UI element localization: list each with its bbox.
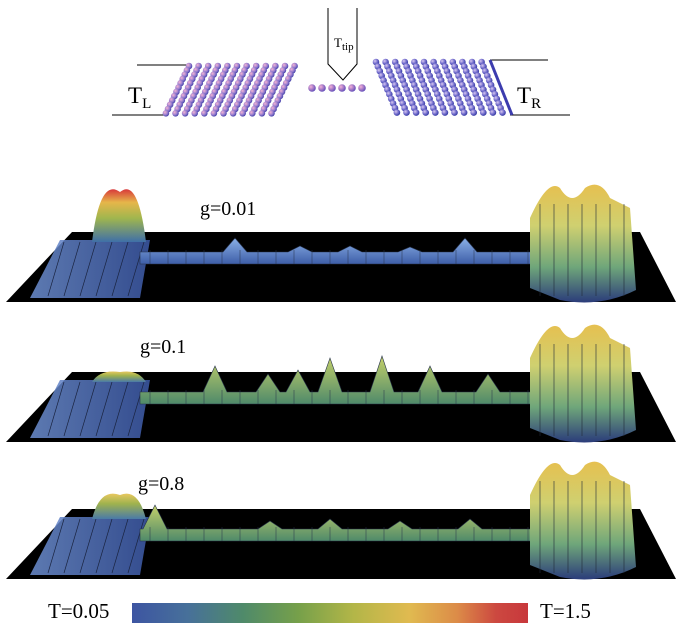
grid-line: [95, 241, 113, 297]
left-reservoir-block: [30, 380, 150, 438]
atom: [220, 110, 227, 117]
panel-label-g-001: g=0.01: [200, 198, 256, 220]
grid-line: [47, 518, 65, 574]
right-lattice: [372, 58, 506, 116]
left-reservoir-block: [30, 240, 150, 298]
atom: [191, 110, 198, 117]
grid-line: [95, 381, 113, 437]
atom: [229, 110, 237, 117]
grid-line: [63, 241, 81, 297]
surface-floor: [6, 232, 676, 302]
chain-atom: [348, 84, 356, 92]
atom: [499, 109, 506, 116]
atom: [403, 109, 410, 116]
grid-line: [47, 381, 65, 437]
grid-line: [127, 381, 145, 437]
left-peak: [92, 493, 146, 519]
atom: [201, 110, 208, 117]
atom: [162, 110, 170, 117]
right-bath-edge: [488, 59, 514, 116]
atom: [172, 110, 179, 117]
atom: [181, 110, 189, 117]
left-lattice: [162, 62, 298, 117]
atom: [210, 110, 218, 117]
chain-atom: [328, 84, 336, 92]
atom: [441, 109, 449, 116]
colorbar-min-label: T=0.05: [48, 599, 109, 623]
atom: [412, 109, 420, 116]
grid-line: [111, 381, 129, 437]
grid-line: [111, 241, 129, 297]
chain-atom: [338, 84, 346, 92]
chain-atom: [318, 84, 326, 92]
tip-label: Ttip: [334, 35, 354, 53]
right-reservoir-block: [530, 461, 636, 580]
panel-1: [6, 184, 676, 303]
grid-line: [79, 518, 97, 574]
grid-line: [79, 381, 97, 437]
central-chain: [308, 84, 366, 92]
atom: [268, 110, 275, 117]
right-reservoir-block: [530, 184, 636, 303]
panel-label-g-01: g=0.1: [140, 336, 186, 358]
grid-line: [95, 518, 113, 574]
atom: [460, 109, 468, 116]
panel-label-g-08: g=0.8: [138, 473, 184, 495]
panel-3: [6, 461, 676, 580]
left-reservoir-label: TL: [128, 83, 151, 112]
atom: [432, 109, 439, 116]
grid-line: [111, 518, 129, 574]
colorbar-max-label: T=1.5: [540, 599, 591, 623]
grid-line: [127, 241, 145, 297]
atom: [422, 109, 430, 116]
atom: [393, 109, 401, 116]
atom: [249, 110, 256, 117]
panel-2: [6, 324, 676, 443]
grid-line: [79, 241, 97, 297]
temperature-panels: [6, 184, 676, 580]
atom: [489, 109, 497, 116]
atom: [470, 109, 478, 116]
atom: [480, 109, 487, 116]
chain-atom: [308, 84, 316, 92]
atom: [258, 110, 266, 117]
right-reservoir-label: TR: [517, 83, 541, 112]
right-reservoir-block: [530, 324, 636, 443]
surface-floor: [6, 372, 676, 442]
surface-floor: [6, 509, 676, 579]
left-peak: [92, 189, 146, 242]
atom: [239, 110, 246, 117]
chain-atom: [358, 84, 366, 92]
grid-line: [63, 518, 81, 574]
colorbar: T=0.05 T=1.5: [48, 599, 591, 623]
left-peak: [92, 371, 146, 382]
grid-line: [127, 518, 145, 574]
left-reservoir-block: [30, 517, 150, 575]
colorbar-gradient: [132, 603, 528, 623]
grid-line: [47, 241, 65, 297]
atom: [451, 109, 458, 116]
grid-line: [63, 381, 81, 437]
schematic: TL TR Ttip: [112, 8, 570, 117]
stm-tip: [327, 8, 358, 81]
